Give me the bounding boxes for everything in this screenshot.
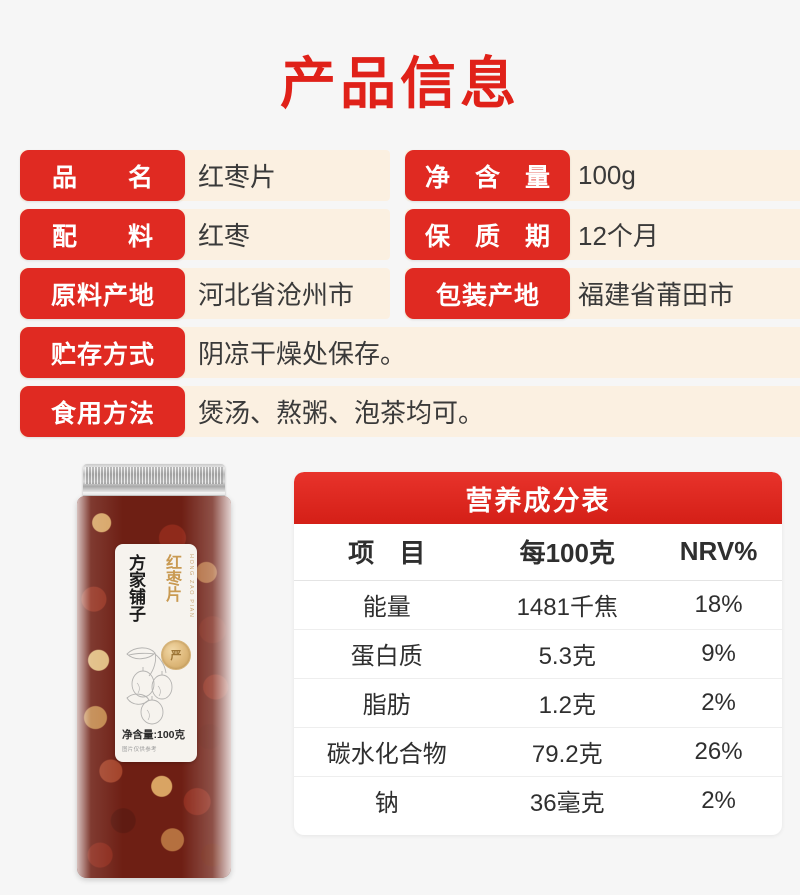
cell-nrv: 9% <box>655 629 782 679</box>
info-value-product-name: 红枣片 <box>198 162 277 192</box>
info-label-material-origin: 原料产地 <box>20 268 185 319</box>
table-row: 碳水化合物 79.2克 26% <box>294 727 782 777</box>
cell-per100g: 1.2克 <box>479 678 656 728</box>
jar-net-weight: 净含量:100克 <box>122 729 186 741</box>
cell-per100g: 1481千焦 <box>479 580 656 630</box>
nutrition-facts-card: 营养成分表 项 目 每100克 NRV% 能量 1481千焦 18% 蛋白质 5… <box>294 472 782 835</box>
product-info-list: 品 名 红枣片 净 含 量 100g 配 料 红枣 保 质 期 12个月 原料产… <box>0 146 800 441</box>
info-row: 配 料 红枣 保 质 期 12个月 <box>0 205 800 264</box>
cell-nrv: 2% <box>701 786 736 814</box>
cell-nrv: 18% <box>655 580 782 630</box>
info-value-material-origin: 河北省沧州市 <box>198 280 355 310</box>
table-row: 能量 1481千焦 18% <box>294 580 782 630</box>
info-value-net-weight: 100g <box>578 160 636 190</box>
brand-name: 方家铺子 <box>126 554 145 622</box>
jar-cap-icon <box>83 464 225 498</box>
jar-product-name: 红枣片 <box>163 554 180 602</box>
info-row: 食用方法 煲汤、熬粥、泡茶均可。 <box>0 382 800 441</box>
info-row: 原料产地 河北省沧州市 包装产地 福建省莆田市 <box>0 264 800 323</box>
jar-product-pinyin: HONG ZAO PIAN <box>188 554 194 619</box>
page-title: 产品信息 <box>280 52 520 115</box>
jar-front-label: 方家铺子 红枣片 HONG ZAO PIAN <box>115 544 197 762</box>
info-row: 品 名 红枣片 净 含 量 100g <box>0 146 800 205</box>
cell-per100g: 5.3克 <box>479 629 656 679</box>
table-row: 脂肪 1.2克 2% <box>294 678 782 728</box>
info-label-ingredients: 配 料 <box>20 209 185 260</box>
cell-per100g: 36毫克 <box>529 790 605 818</box>
product-jar-image: 方家铺子 红枣片 HONG ZAO PIAN <box>55 458 270 888</box>
table-header-row: 项 目 每100克 NRV% <box>294 524 782 581</box>
column-header-nrv: NRV% <box>655 524 782 581</box>
nutrition-table: 项 目 每100克 NRV% 能量 1481千焦 18% 蛋白质 5.3克 9%… <box>294 524 782 825</box>
cell-nrv: 26% <box>655 727 782 777</box>
column-header-item: 项 目 <box>294 524 480 581</box>
info-label-serving-method: 食用方法 <box>20 386 185 437</box>
nutrition-banner: 营养成分表 <box>294 472 782 524</box>
cell-item: 蛋白质 <box>294 629 480 679</box>
info-value-shelf-life: 12个月 <box>578 221 659 251</box>
jar-disclaimer: 图片仅供参考 <box>122 747 157 753</box>
info-value-ingredients: 红枣 <box>198 221 251 251</box>
cell-per100g: 79.2克 <box>479 727 656 777</box>
info-label-storage-method: 贮存方式 <box>20 327 185 378</box>
table-row: 蛋白质 5.3克 9% <box>294 629 782 679</box>
info-value-storage-method: 阴凉干燥处保存。 <box>198 339 407 369</box>
jar-body: 方家铺子 红枣片 HONG ZAO PIAN <box>77 496 231 878</box>
cell-item: 脂肪 <box>294 678 480 728</box>
cell-item: 能量 <box>294 580 480 630</box>
info-value-serving-method: 煲汤、熬粥、泡茶均可。 <box>198 398 485 428</box>
quality-seal-icon: 严 <box>161 640 191 670</box>
info-value-packaging-origin: 福建省莆田市 <box>578 280 735 310</box>
info-label-shelf-life: 保 质 期 <box>405 209 570 260</box>
info-label-product-name: 品 名 <box>20 150 185 201</box>
info-row: 贮存方式 阴凉干燥处保存。 <box>0 323 800 382</box>
table-bottom-padding <box>294 825 782 835</box>
info-label-net-weight: 净 含 量 <box>405 150 570 201</box>
table-row: 钠 36毫克 2% <box>294 776 782 825</box>
cell-item: 钠 <box>374 790 399 818</box>
cell-nrv: 2% <box>655 678 782 728</box>
cell-item: 碳水化合物 <box>294 727 480 777</box>
column-header-per100g: 每100克 <box>479 524 656 581</box>
info-label-packaging-origin: 包装产地 <box>405 268 570 319</box>
